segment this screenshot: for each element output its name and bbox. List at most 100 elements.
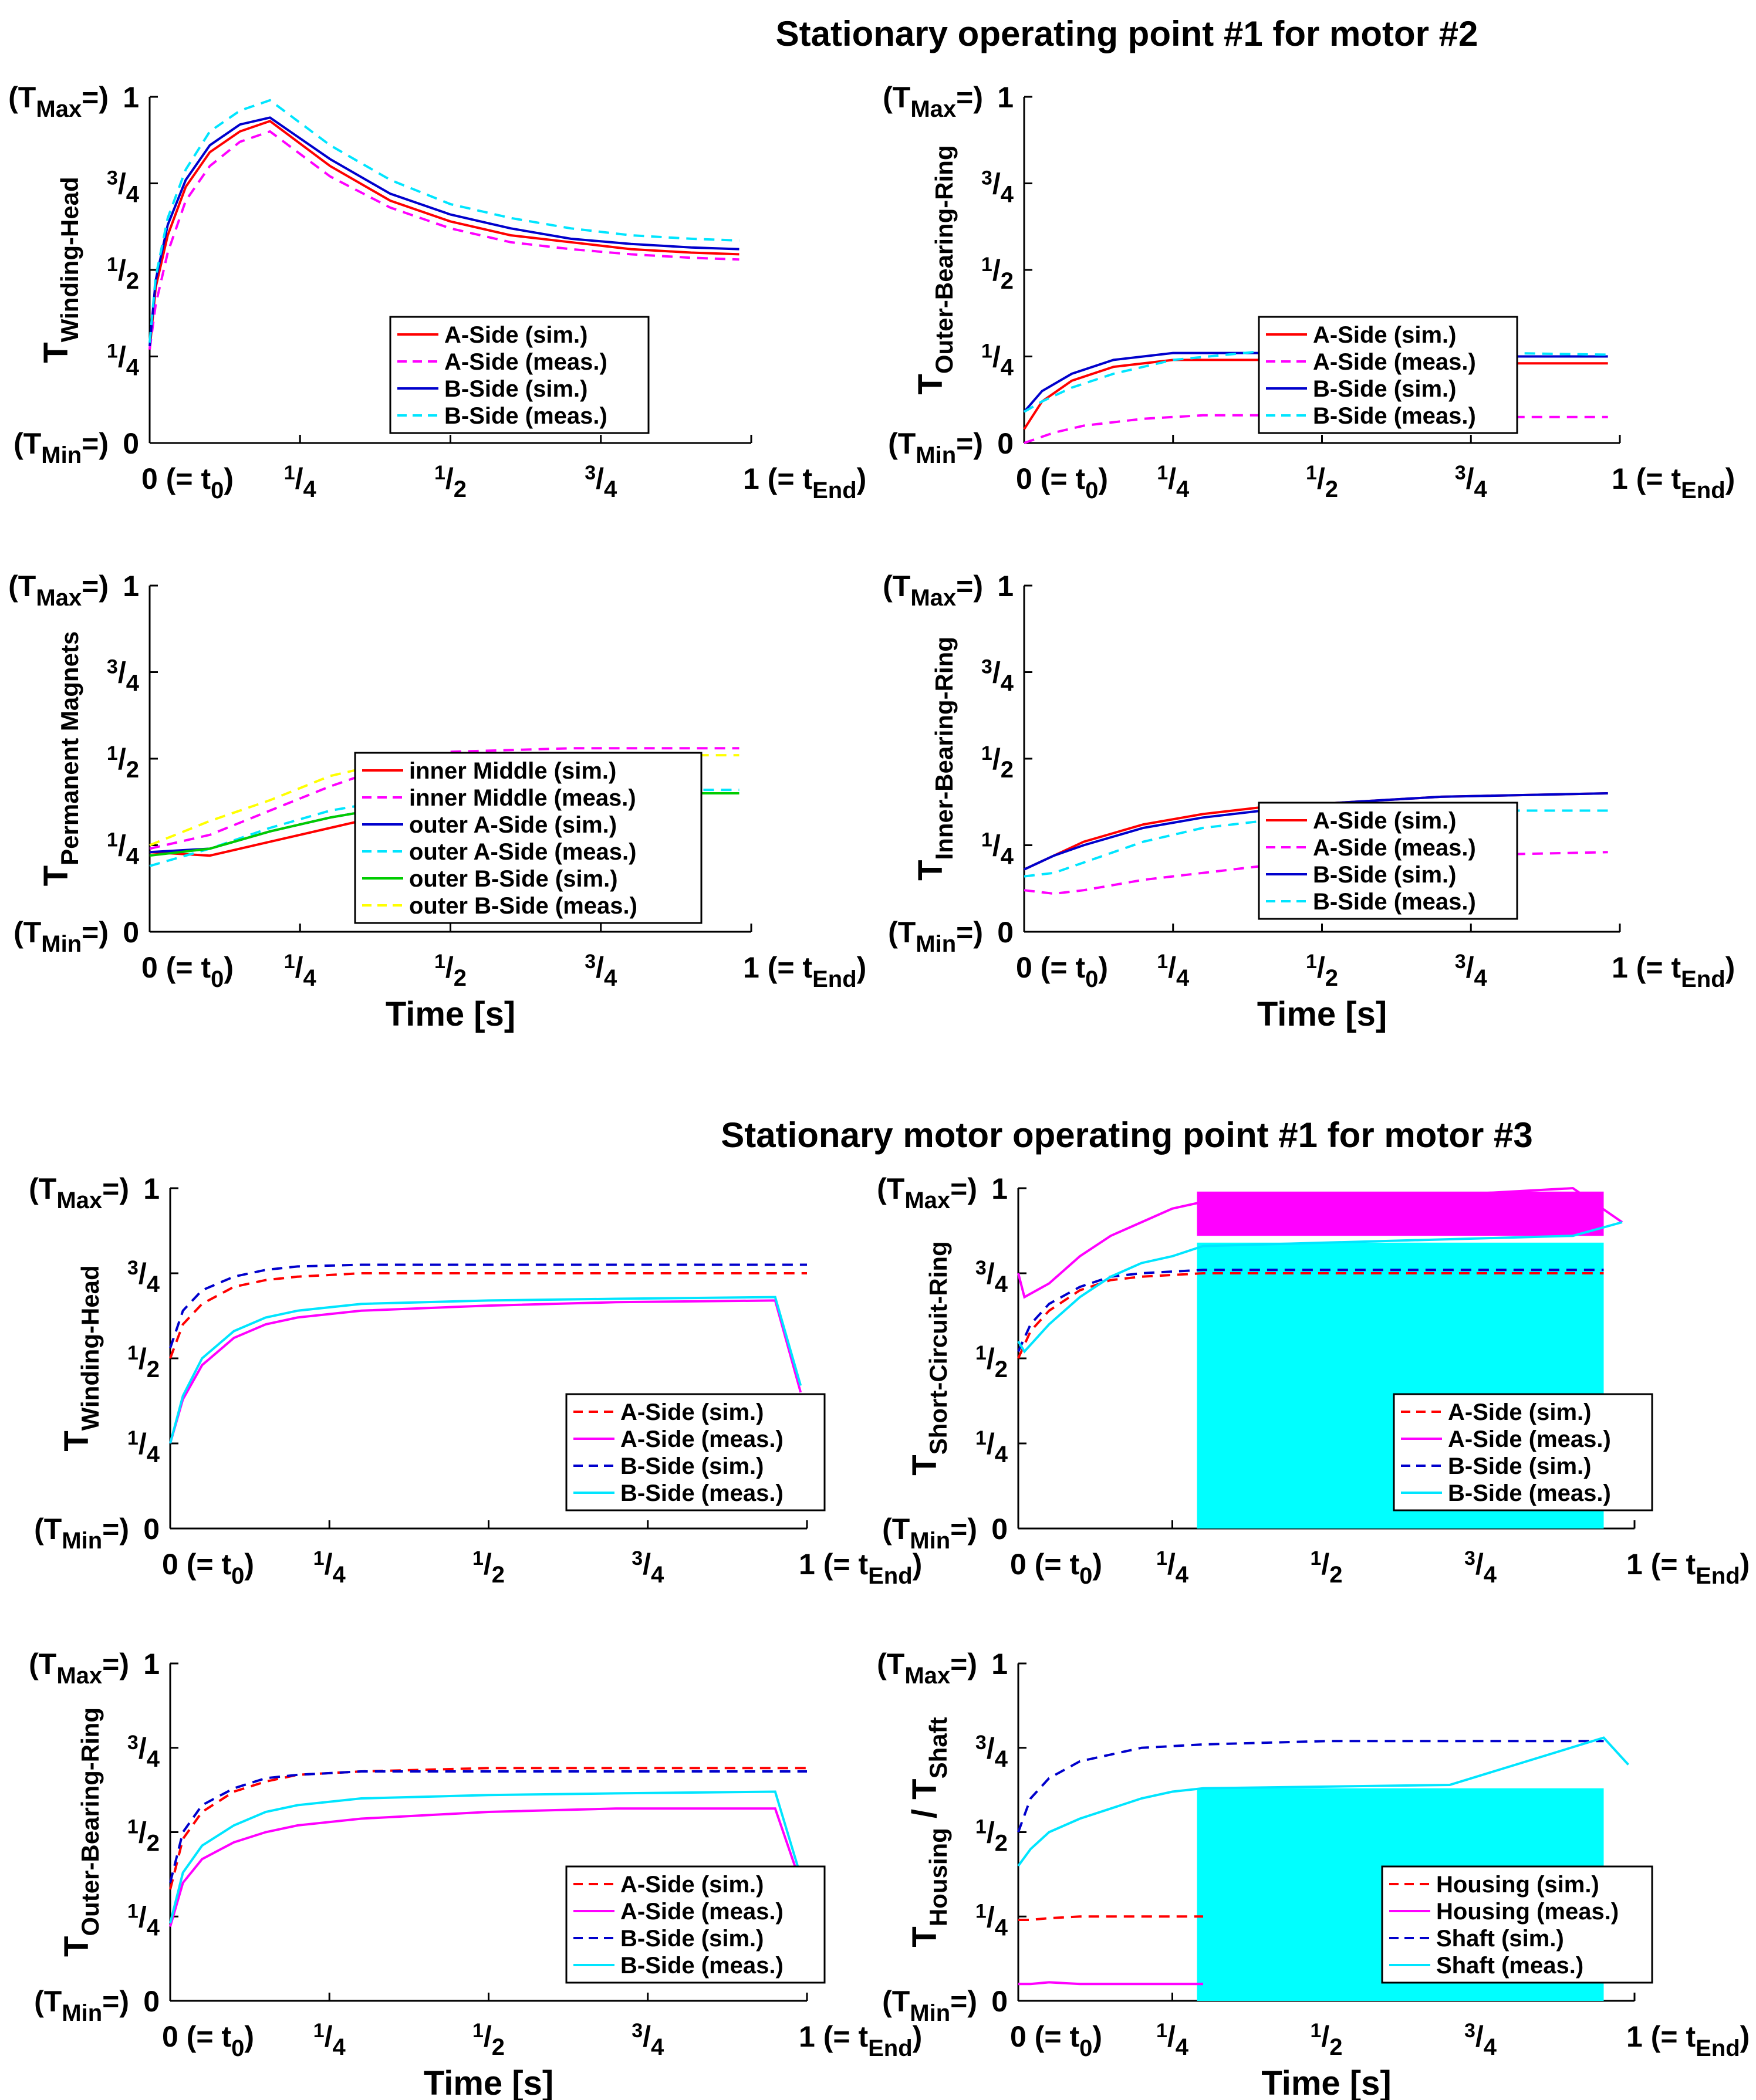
x-tick-label: 1/2 [472, 2020, 505, 2060]
x-tick-label: 1/4 [1157, 951, 1190, 991]
y-tick-label: 1/2 [107, 742, 139, 783]
series-line-4 [1017, 1736, 1629, 1867]
x-tick-label: 1 (= tEnd) [743, 462, 866, 503]
x-tick-label: 1/4 [1157, 462, 1190, 502]
chart-panel-4: 0 (TMin=) 1/4 1/2 3/4 1 (TMax=) 0 (= t0) 1/4 1/2 3… [883, 570, 1735, 1033]
x-tick-label: 1/4 [284, 951, 317, 991]
y-tick-label: 1/4 [107, 829, 140, 870]
legend-entry: B-Side (meas.) [444, 403, 607, 429]
legend-entry: Shaft (sim.) [1436, 1926, 1564, 1952]
legend-entry: B-Side (sim.) [444, 376, 587, 402]
chart-panel-8: 0 (TMin=) 1/4 1/2 3/4 1 (TMax=) 0 (= t0) 1/4 1/2 3… [877, 1648, 1750, 2100]
y-axis-label: TWinding-Head [58, 1265, 104, 1451]
legend-entry: B-Side (meas.) [620, 1480, 784, 1506]
x-tick-label: 0 (= t0) [1016, 951, 1108, 992]
series-line-2 [169, 1299, 802, 1444]
series-line-2 [169, 1807, 802, 1927]
legend-entry: B-Side (sim.) [1313, 862, 1456, 888]
y-tick-label: 3/4 [981, 656, 1014, 696]
x-axis-label: Time [s] [1257, 995, 1387, 1033]
x-tick-label: 0 (= t0) [162, 1548, 254, 1589]
x-tick-label: 1 (= tEnd) [1612, 462, 1735, 503]
x-tick-label: 0 (= t0) [1010, 1548, 1102, 1589]
legend: A-Side (sim.)A-Side (meas.)B-Side (sim.)… [389, 316, 650, 434]
chart-panel-3: 0 (TMin=) 1/4 1/2 3/4 1 (TMax=) 0 (= t0) 1/4 1/2 3… [8, 570, 866, 1033]
y-tick-label: 1/2 [127, 1342, 160, 1382]
y-tick-label: 1/4 [975, 1427, 1008, 1467]
series-line-1 [1018, 1915, 1203, 1921]
legend-entry: B-Side (sim.) [620, 1453, 764, 1479]
y-min-label: (TMin=) [34, 1513, 129, 1554]
y-tick-label: 1/4 [981, 340, 1014, 381]
x-tick-label: 1 (= tEnd) [1626, 1548, 1750, 1589]
y-max-label: (TMax=) [877, 1172, 977, 1213]
legend-entry: B-Side (meas.) [1448, 1480, 1611, 1506]
legend-box [1393, 1393, 1653, 1511]
series-line-4 [169, 1790, 802, 1924]
series-line-3 [1017, 1740, 1604, 1833]
y-min-label: (TMin=) [34, 1985, 129, 2026]
y-max-label: (TMax=) [29, 1172, 129, 1213]
y-tick-label: 0 [997, 427, 1014, 460]
y-tick-label: 3/4 [127, 1732, 160, 1772]
y-tick-label: 1 [997, 81, 1014, 114]
legend-entry: B-Side (meas.) [620, 1953, 784, 1979]
y-axis-label: TOuter-Bearing-Ring [58, 1707, 104, 1957]
y-tick-label: 1 [143, 1648, 160, 1680]
y-min-label: (TMin=) [888, 916, 983, 957]
x-tick-label: 0 (= t0) [141, 951, 234, 992]
legend: inner Middle (sim.)inner Middle (meas.)o… [354, 752, 703, 924]
y-tick-label: 1/2 [127, 1816, 160, 1856]
x-tick-label: 1 (= tEnd) [799, 1548, 922, 1589]
y-tick-label: 1/2 [981, 253, 1014, 294]
series-line-1 [169, 1272, 807, 1359]
legend-entry: A-Side (meas.) [1448, 1426, 1611, 1452]
x-tick-label: 1/2 [1310, 1547, 1342, 1588]
legend-box [1381, 1865, 1653, 1984]
y-tick-label: 1 [991, 1648, 1008, 1680]
x-axis-label: Time [s] [424, 2064, 553, 2100]
legend-entry: B-Side (meas.) [1313, 403, 1476, 429]
legend-entry: A-Side (meas.) [620, 1426, 784, 1452]
legend-entry: inner Middle (meas.) [409, 785, 636, 811]
x-tick-label: 3/4 [632, 1547, 664, 1588]
series-line-4 [148, 99, 739, 343]
legend-entry: A-Side (sim.) [444, 322, 587, 348]
x-tick-label: 1/4 [1156, 1547, 1189, 1588]
legend-box [389, 316, 650, 434]
series-line-3 [169, 1263, 807, 1349]
x-tick-label: 1 (= tEnd) [1626, 2020, 1750, 2061]
legend: A-Side (sim.)A-Side (meas.)B-Side (sim.)… [565, 1865, 826, 1984]
legend: A-Side (sim.)A-Side (meas.)B-Side (sim.)… [1258, 802, 1518, 920]
x-tick-label: 3/4 [1455, 951, 1488, 991]
series-line-4 [1017, 1221, 1623, 1354]
series-line-2 [1024, 414, 1608, 444]
series-line-3 [169, 1770, 807, 1883]
series-line-6 [149, 754, 739, 847]
y-tick-label: 3/4 [975, 1257, 1008, 1297]
chart-panel-1: 0 (TMin=) 1/4 1/2 3/4 1 (TMax=) 0 (= t0) 1/4 1/2 3… [8, 81, 866, 503]
x-tick-label: 3/4 [632, 2020, 664, 2060]
y-tick-label: 0 [143, 1985, 160, 2018]
y-tick-label: 1/4 [127, 1900, 160, 1940]
x-tick-label: 0 (= t0) [141, 462, 234, 503]
legend-entry: A-Side (sim.) [1313, 322, 1456, 348]
chart-panel-5: 0 (TMin=) 1/4 1/2 3/4 1 (TMax=) 0 (= t0) 1/4 1/2 3… [29, 1172, 922, 1589]
y-tick-label: 3/4 [127, 1257, 160, 1297]
y-tick-label: 1/2 [107, 253, 139, 294]
legend-entry: A-Side (meas.) [444, 349, 607, 375]
series-line-1 [148, 120, 739, 350]
x-axis-label: Time [s] [386, 995, 515, 1033]
y-tick-label: 3/4 [107, 656, 140, 696]
y-min-label: (TMin=) [882, 1513, 977, 1554]
y-tick-label: 0 [123, 427, 139, 460]
y-tick-label: 3/4 [975, 1732, 1008, 1772]
y-tick-label: 0 [143, 1513, 160, 1546]
series-line-2 [1018, 1981, 1203, 1986]
y-max-label: (TMax=) [8, 570, 109, 611]
legend-entry: A-Side (sim.) [620, 1872, 764, 1898]
y-max-label: (TMax=) [8, 81, 109, 122]
x-tick-label: 1/4 [313, 1547, 346, 1588]
legend-entry: outer A-Side (meas.) [409, 839, 636, 865]
